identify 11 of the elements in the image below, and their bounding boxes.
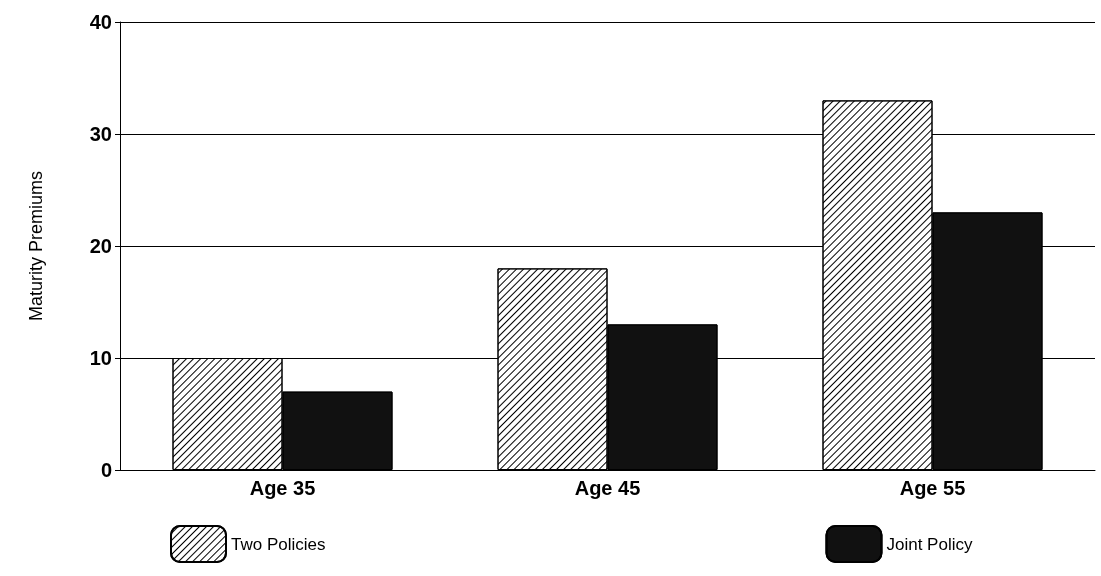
x-tick-label: Age 45 xyxy=(574,477,641,499)
y-tick-label: 40 xyxy=(89,11,112,33)
y-tick-label: 10 xyxy=(89,347,112,369)
x-tick-label: Age 35 xyxy=(249,477,316,499)
y-axis-title: Maturity Premiums xyxy=(26,170,46,322)
legend-label: Two Policies xyxy=(231,534,326,554)
y-tick-label: 20 xyxy=(89,235,112,257)
x-tick-label: Age 55 xyxy=(899,477,966,499)
y-tick-label: 0 xyxy=(100,459,112,481)
legend-label: Joint Policy xyxy=(886,534,973,554)
y-tick-label: 30 xyxy=(89,123,112,145)
